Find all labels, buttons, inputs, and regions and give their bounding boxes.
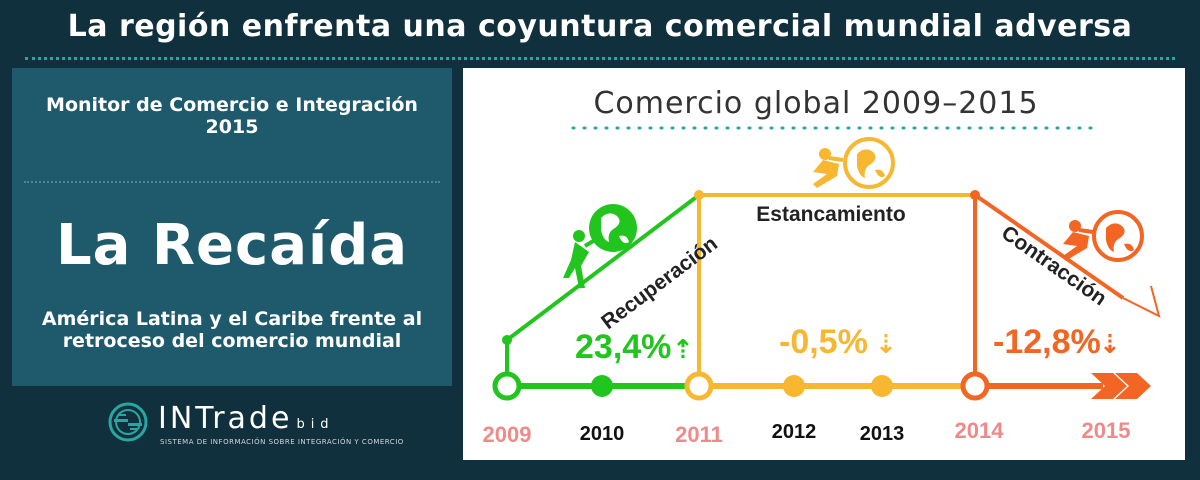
subtitle-line1: América Latina y el Caribe frente al: [41, 308, 423, 330]
year-label-2014: 2014: [955, 418, 1005, 443]
monitor-title: Monitor de Comercio e Integración 2015: [22, 94, 442, 138]
contraccion-arrowhead: [1122, 285, 1161, 318]
year-label-2010: 2010: [580, 423, 625, 445]
estancamiento-start-dot: [694, 190, 704, 200]
page-title: La región enfrenta una coyuntura comerci…: [67, 9, 1133, 44]
globe-pusher-orange-icon: [1063, 210, 1144, 262]
contraccion-start-dot: [970, 190, 980, 200]
year-label-2015: 2015: [1082, 418, 1131, 443]
logo-suffix: bid: [296, 417, 335, 432]
monitor-title-line1: Monitor de Comercio e Integración: [46, 94, 418, 116]
left-panel: Monitor de Comercio e Integración 2015 L…: [12, 68, 452, 386]
globe-logo-icon: [108, 402, 148, 442]
year-label-2009: 2009: [483, 422, 532, 447]
subtitle-line2: retroceso del comercio mundial: [62, 330, 402, 352]
chart-panel: Comercio global 2009–2015 2009 2010 2011…: [463, 68, 1185, 460]
year-label-2012: 2012: [772, 421, 817, 443]
value-estancamiento: -0,5%: [779, 323, 868, 361]
intrade-logo: INTrade bid SISTEMA DE INFORMACIÓN SOBRE …: [108, 400, 448, 452]
main-title: La Recaída: [55, 213, 409, 278]
panel-divider: [24, 181, 440, 183]
value-recuperacion: 23,4%: [575, 328, 671, 366]
divider: [25, 57, 1175, 60]
node-2013: [871, 375, 893, 397]
double-arrow-2: [1115, 373, 1151, 399]
arrow-down-icon: ⇣: [1099, 330, 1121, 360]
value-contraccion: -12,8%: [993, 323, 1101, 361]
arrow-down-icon: ⇣: [875, 330, 897, 360]
double-arrow-1: [1091, 373, 1127, 399]
globe-pusher-green-icon: [563, 204, 637, 288]
globe-pusher-yellow-icon: [813, 137, 895, 189]
chart-title: Comercio global 2009–2015: [593, 86, 1038, 121]
arrow-up-icon: ⇡: [672, 335, 694, 365]
logo-word-text: INTrade: [158, 401, 293, 436]
trade-timeline-diagram: Comercio global 2009–2015 2009 2010 2011…: [483, 86, 1161, 447]
year-label-2011: 2011: [675, 422, 723, 447]
node-2010: [591, 375, 613, 397]
recuperacion-start-dot: [502, 335, 512, 345]
logo-tagline: SISTEMA DE INFORMACIÓN SOBRE INTEGRACIÓN…: [160, 438, 404, 446]
phase-label-estancamiento: Estancamiento: [756, 203, 905, 226]
node-2011: [684, 371, 714, 401]
monitor-title-line2: 2015: [205, 116, 259, 138]
logo-word: INTrade bid: [158, 401, 335, 436]
node-2009: [492, 371, 522, 401]
node-2014: [960, 371, 990, 401]
node-2012: [783, 375, 805, 397]
subtitle: América Latina y el Caribe frente al ret…: [22, 308, 442, 352]
year-label-2013: 2013: [860, 423, 905, 445]
